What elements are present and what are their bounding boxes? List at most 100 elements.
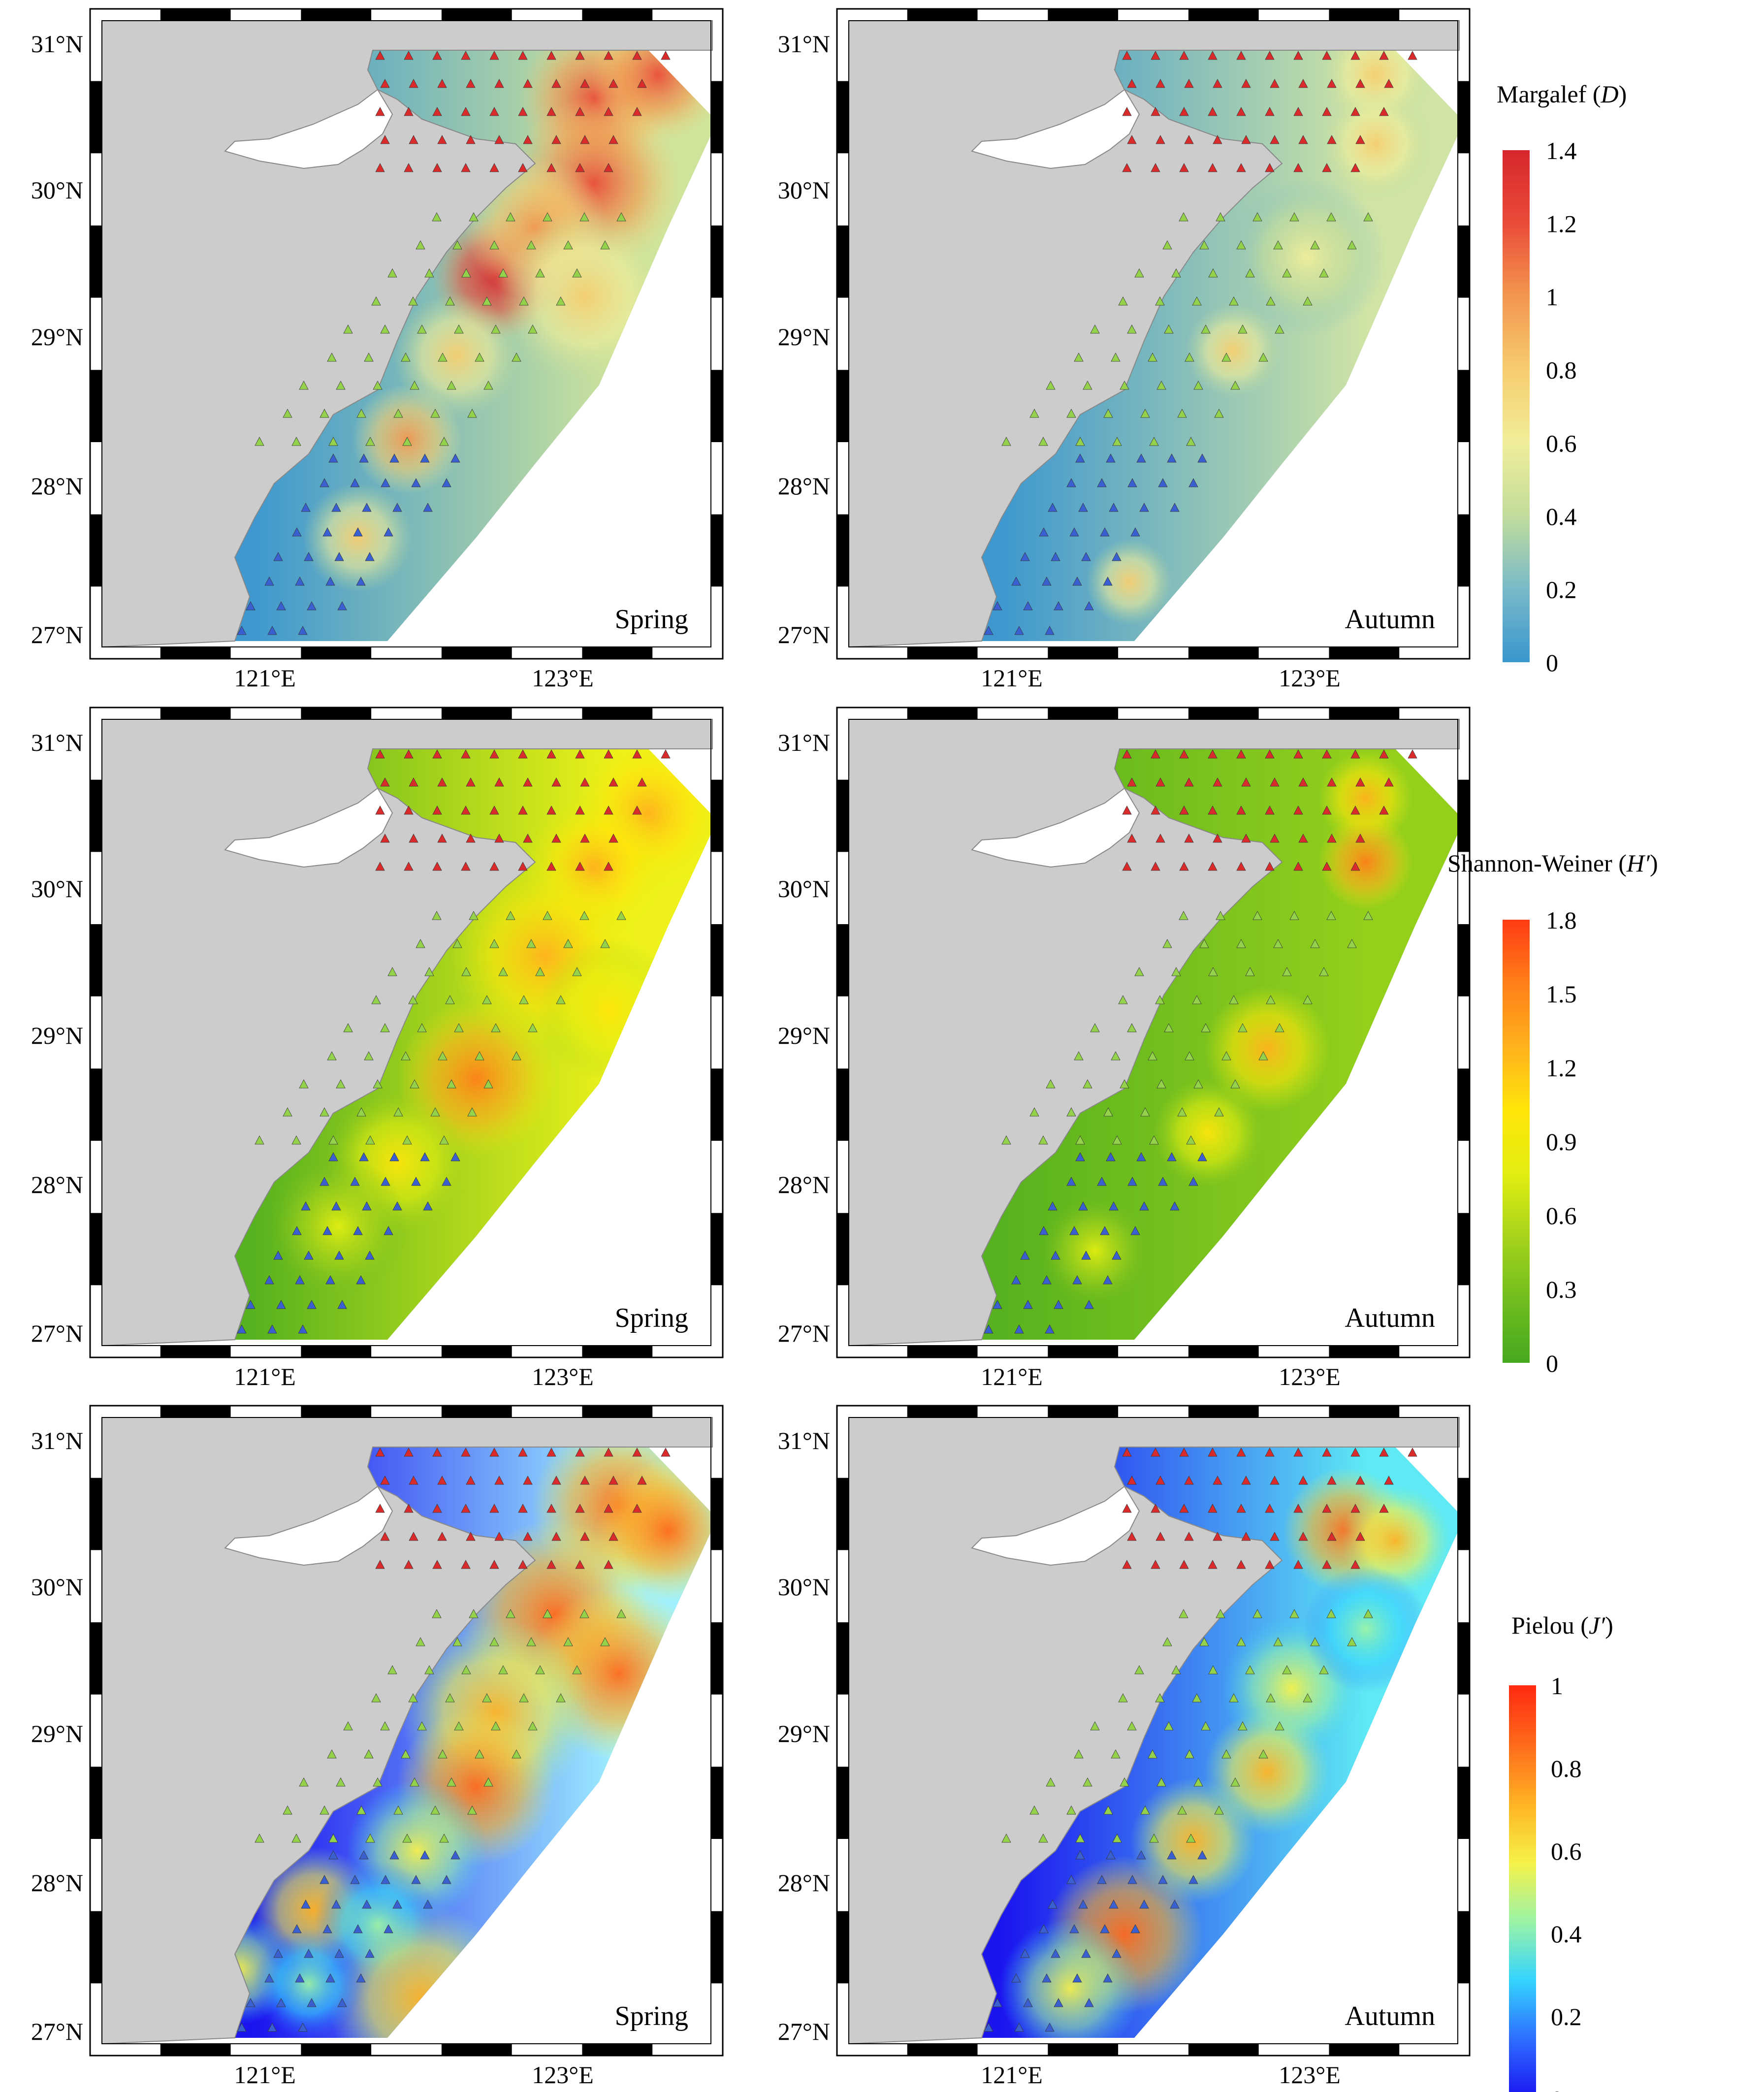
longitude-label: 121°E: [234, 2061, 296, 2089]
station-marker: [375, 1448, 385, 1457]
station-marker: [1134, 1665, 1144, 1674]
station-marker: [392, 503, 402, 512]
station-marker: [1310, 939, 1320, 948]
station-marker: [1184, 777, 1194, 787]
hotspot: [303, 483, 413, 593]
station-marker: [632, 1448, 642, 1457]
station-marker: [543, 911, 552, 920]
station-marker: [1039, 1924, 1049, 1933]
station-marker: [1122, 1504, 1132, 1513]
station-marker: [1199, 939, 1209, 948]
station-marker: [1319, 967, 1329, 976]
station-marker: [1363, 1609, 1373, 1618]
longitude-label: 123°E: [532, 664, 594, 692]
station-marker: [292, 1226, 302, 1235]
station-marker: [535, 967, 545, 976]
colorbar-tick-label: 0.2: [1551, 2003, 1582, 2030]
station-marker: [1214, 1107, 1224, 1117]
station-marker: [1084, 601, 1094, 611]
station-marker: [1266, 995, 1276, 1004]
map-frame: [89, 1405, 724, 2057]
station-marker: [237, 626, 247, 635]
station-marker: [1078, 1201, 1088, 1211]
station-marker: [632, 51, 642, 60]
latitude-label: 28°N: [31, 1869, 83, 1897]
station-marker: [1379, 805, 1389, 815]
station-marker: [1130, 1924, 1140, 1933]
season-label: Autumn: [1345, 2001, 1435, 2031]
station-marker: [523, 1476, 533, 1485]
station-marker: [1038, 437, 1048, 446]
station-marker: [1083, 381, 1092, 390]
station-marker: [437, 834, 447, 843]
station-marker: [371, 1693, 381, 1703]
station-marker: [328, 1135, 338, 1145]
station-marker: [328, 1834, 338, 1843]
station-marker: [489, 1504, 499, 1513]
frame-tick: [837, 514, 849, 587]
station-marker: [546, 51, 556, 60]
station-marker: [993, 1300, 1002, 1309]
station-marker: [283, 1805, 292, 1815]
frame-tick: [90, 779, 102, 852]
station-marker: [1347, 240, 1357, 250]
station-marker: [1151, 1504, 1160, 1513]
station-marker: [1179, 1448, 1189, 1457]
station-marker: [1230, 1777, 1240, 1787]
station-marker: [439, 1834, 449, 1843]
station-marker: [301, 1899, 311, 1909]
station-marker: [1186, 1135, 1196, 1145]
station-marker: [1265, 163, 1275, 172]
station-marker: [1347, 939, 1357, 948]
station-marker: [298, 2023, 308, 2032]
station-marker: [1127, 135, 1137, 144]
station-marker: [1081, 1949, 1091, 1958]
station-marker: [518, 107, 528, 116]
station-marker: [264, 1973, 274, 1983]
station-marker: [1179, 805, 1189, 815]
station-marker: [1327, 79, 1337, 88]
station-marker: [1208, 862, 1218, 871]
station-marker: [417, 1721, 427, 1731]
station-marker: [353, 1924, 363, 1933]
station-marker: [292, 527, 302, 537]
station-marker: [461, 1448, 471, 1457]
station-marker: [543, 1609, 552, 1618]
station-marker: [381, 1177, 390, 1186]
station-marker: [409, 1476, 418, 1485]
station-marker: [295, 1275, 305, 1285]
station-marker: [1164, 324, 1174, 334]
station-marker: [563, 240, 573, 250]
latitude-label: 28°N: [778, 1171, 830, 1198]
station-marker: [295, 1973, 305, 1983]
station-marker: [380, 834, 390, 843]
station-marker: [1298, 777, 1308, 787]
station-marker: [432, 749, 442, 759]
station-marker: [1090, 1721, 1100, 1731]
station-marker: [1054, 1998, 1063, 2007]
station-marker: [454, 324, 464, 334]
station-marker: [1327, 1532, 1337, 1541]
frame-tick: [1458, 225, 1470, 298]
station-marker: [298, 626, 308, 635]
station-marker: [1201, 1721, 1211, 1731]
station-marker: [1151, 862, 1160, 871]
colorbar-ramp: [1503, 920, 1530, 1363]
station-marker: [1185, 1749, 1194, 1759]
station-marker: [438, 1051, 448, 1061]
station-marker: [373, 1777, 383, 1787]
station-marker: [1199, 240, 1209, 250]
latitude-label: 31°N: [778, 1427, 830, 1454]
station-marker: [1151, 163, 1160, 172]
frame-tick: [837, 225, 849, 298]
station-marker: [362, 1899, 372, 1909]
station-marker: [506, 212, 515, 222]
station-marker: [389, 1850, 399, 1860]
frame-tick: [1458, 1622, 1470, 1695]
frame-tick: [1458, 779, 1470, 852]
station-marker: [371, 296, 381, 306]
station-marker: [523, 79, 533, 88]
inner-frame: [848, 1417, 1458, 2044]
map-frame: [836, 1405, 1471, 2057]
station-marker: [1197, 1152, 1207, 1161]
